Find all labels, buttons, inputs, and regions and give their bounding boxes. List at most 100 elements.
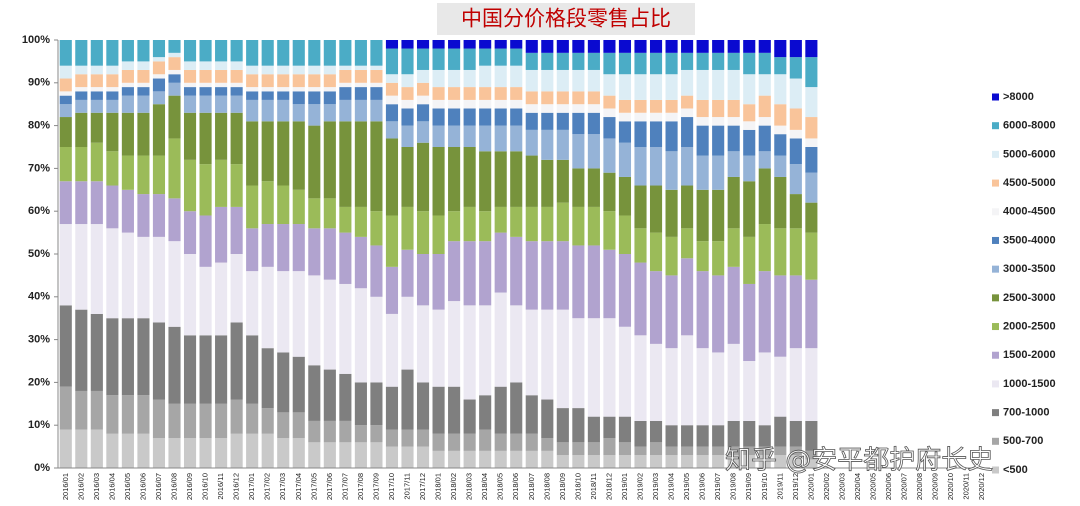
- bar-segment: [665, 189, 678, 237]
- bar-segment: [230, 112, 243, 165]
- bar-segment: [416, 121, 430, 143]
- bar-segment: [308, 228, 321, 276]
- bar-segment: [230, 82, 243, 88]
- bar-segment: [354, 236, 367, 289]
- x-tick-label: 2017/12: [418, 473, 427, 500]
- bar-segment: [323, 442, 336, 468]
- bar-segment: [743, 52, 756, 75]
- bar-segment: [463, 305, 476, 400]
- bar-segment: [323, 104, 336, 122]
- bar-segment: [137, 61, 150, 70]
- x-tick-label: 2017/11: [402, 473, 411, 500]
- bar-segment: [432, 40, 445, 49]
- bar-segment: [696, 348, 709, 426]
- bar-segment: [665, 425, 678, 447]
- bar-segment: [525, 395, 538, 434]
- bar-segment: [339, 40, 352, 66]
- bar-segment: [510, 305, 523, 383]
- x-tick-label: 2016/04: [107, 473, 116, 500]
- bar-segment: [649, 99, 663, 113]
- bar-segment: [665, 446, 678, 456]
- bar-segment: [774, 134, 787, 156]
- bar-segment: [137, 236, 150, 319]
- bar-segment: [634, 420, 647, 447]
- bar-segment: [587, 104, 600, 113]
- x-tick-label: 2019/09: [744, 473, 753, 500]
- bar-segment: [261, 181, 274, 225]
- bar-segment: [168, 95, 181, 139]
- bar-segment: [261, 65, 274, 75]
- bar-segment: [510, 125, 523, 152]
- bar-segment: [789, 275, 802, 349]
- bar-segment: [401, 206, 414, 250]
- legend-swatch: [992, 122, 999, 130]
- bar-segment: [261, 433, 274, 468]
- bar-segment: [525, 91, 538, 105]
- bar-segment: [681, 455, 694, 468]
- bar-segment: [385, 95, 399, 105]
- bar-segment: [494, 87, 507, 100]
- bar-segment: [789, 129, 802, 139]
- x-tick-label: 2020/11: [962, 473, 971, 500]
- bar-segment: [354, 288, 367, 383]
- bar-segment: [277, 224, 290, 272]
- x-tick-label: 2020/08: [915, 473, 924, 500]
- bar-segment: [106, 318, 119, 396]
- bar-segment: [432, 254, 445, 310]
- bar-segment: [308, 420, 321, 443]
- x-tick-label: 2019/05: [682, 473, 691, 500]
- bar-segment: [727, 151, 740, 177]
- bar-segment: [758, 125, 771, 152]
- bar-segment: [712, 455, 725, 468]
- bar-segment: [416, 446, 430, 468]
- bar-segment: [75, 147, 88, 182]
- bar-segment: [805, 57, 818, 88]
- bar-segment: [137, 69, 150, 83]
- bar-segment: [789, 455, 802, 468]
- bar-segment: [230, 69, 243, 83]
- x-tick-label: 2018/10: [573, 473, 582, 500]
- bar-segment: [479, 395, 492, 430]
- bar-segment: [727, 125, 740, 152]
- bar-segment: [603, 52, 616, 75]
- bar-segment: [665, 236, 678, 276]
- bar-segment: [510, 48, 523, 66]
- bar-segment: [618, 52, 632, 75]
- y-tick-label: 0%: [34, 462, 50, 474]
- bar-segment: [603, 40, 616, 53]
- bar-segment: [75, 87, 88, 92]
- bar-segment: [774, 155, 787, 177]
- bar-segment: [199, 40, 212, 62]
- x-tick-label: 2019/12: [791, 473, 800, 500]
- bar-segment: [339, 283, 352, 374]
- bar-segment: [649, 232, 663, 272]
- bar-segment: [541, 399, 554, 439]
- bar-segment: [587, 168, 600, 207]
- bar-segment: [168, 241, 181, 327]
- bar-segment: [75, 224, 88, 310]
- bar-segment: [292, 224, 305, 272]
- x-tick-label: 2018/03: [465, 473, 474, 500]
- bar-segment: [292, 412, 305, 439]
- bar-segment: [805, 87, 818, 118]
- bar-segment: [246, 271, 259, 336]
- bar-segment: [401, 446, 414, 468]
- bar-segment: [541, 91, 554, 105]
- bar-segment: [572, 442, 585, 456]
- bar-segment: [152, 57, 166, 62]
- bar-segment: [556, 241, 569, 310]
- bar-segment: [681, 446, 694, 456]
- bar-segment: [696, 40, 709, 53]
- bar-segment: [323, 369, 336, 421]
- bar-segment: [494, 292, 507, 387]
- bar-segment: [277, 40, 290, 66]
- bar-segment: [712, 446, 725, 456]
- x-tick-label: 2019/06: [698, 473, 707, 500]
- bar-segment: [199, 335, 212, 404]
- bar-segment: [479, 305, 492, 396]
- bar-segment: [59, 224, 72, 306]
- bar-segment: [743, 420, 756, 447]
- bar-segment: [370, 69, 383, 83]
- bar-segment: [479, 125, 492, 152]
- bar-segment: [432, 87, 445, 100]
